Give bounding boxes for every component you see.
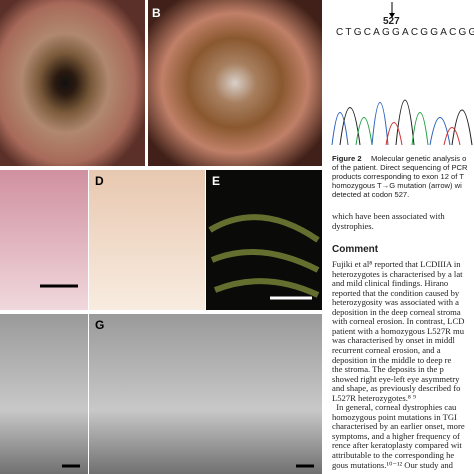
- text-line: reported that the condition caused by: [332, 287, 460, 298]
- text-line: patient with a homozygous L527R mu: [332, 325, 464, 336]
- text-line: gous mutations.¹⁰⁻¹² Our study and: [332, 459, 453, 470]
- text-line: heterozygotes is characterised by a lat: [332, 268, 463, 279]
- text-line: was characterised by onset in middl: [332, 335, 455, 346]
- text-line: characterised by an earlier onset, more: [332, 421, 465, 432]
- panel-label: D: [95, 174, 104, 188]
- text-line: Comment: [332, 244, 379, 255]
- text-line: symptoms, and a higher frequency of: [332, 430, 460, 441]
- text-line: the stroma. The deposits in the p: [332, 364, 444, 375]
- text-line: heterozygosity was associated with a: [332, 297, 459, 308]
- text-line: homozygous point mutations in TGI: [332, 411, 457, 422]
- caption-label: Figure 2: [332, 154, 362, 163]
- codon-label: 527: [383, 16, 400, 27]
- text-line: rence after keratoplasty compared wit: [332, 440, 462, 451]
- text-line: of the patient. Direct sequencing of PCR: [332, 163, 468, 172]
- text-line: L527R heterozygotes.⁸ ⁹: [332, 392, 417, 403]
- text-line: which have been associated with: [332, 211, 445, 221]
- text-line: and mild clinical findings. Hirano: [332, 278, 449, 289]
- panel-label: E: [212, 174, 221, 188]
- text-line: Molecular genetic analysis o: [371, 154, 467, 163]
- text-line: Fujiki et al⁸ reported that LCDIIIA in: [332, 259, 461, 269]
- text-line: showed right eye-left eye asymmetry: [332, 373, 460, 384]
- text-line: detected at codon 527.: [332, 190, 410, 199]
- panel-label: G: [95, 318, 105, 332]
- text-line: homozygous T→G mutation (arrow) wi: [332, 181, 462, 190]
- text-line: attributable to the corresponding he: [332, 450, 455, 460]
- text-line: deposition in the deep corneal stroma: [332, 306, 461, 317]
- text-line: recurrent corneal erosion, and a: [332, 344, 441, 355]
- text-line: In general, corneal dystrophies cau: [332, 402, 457, 413]
- text-line: dystrophies.: [332, 220, 374, 231]
- text-line: and shape, as previously described fo: [332, 383, 461, 394]
- panel-label: B: [152, 6, 161, 20]
- text-line: products corresponding to exon 12 of T: [332, 172, 464, 181]
- text-line: with corneal erosion. In contrast, LCD: [332, 316, 465, 327]
- sequence: CTGCAGGACGGACGGA: [336, 27, 474, 38]
- text-line: deposition in the middle to deep re: [332, 354, 452, 365]
